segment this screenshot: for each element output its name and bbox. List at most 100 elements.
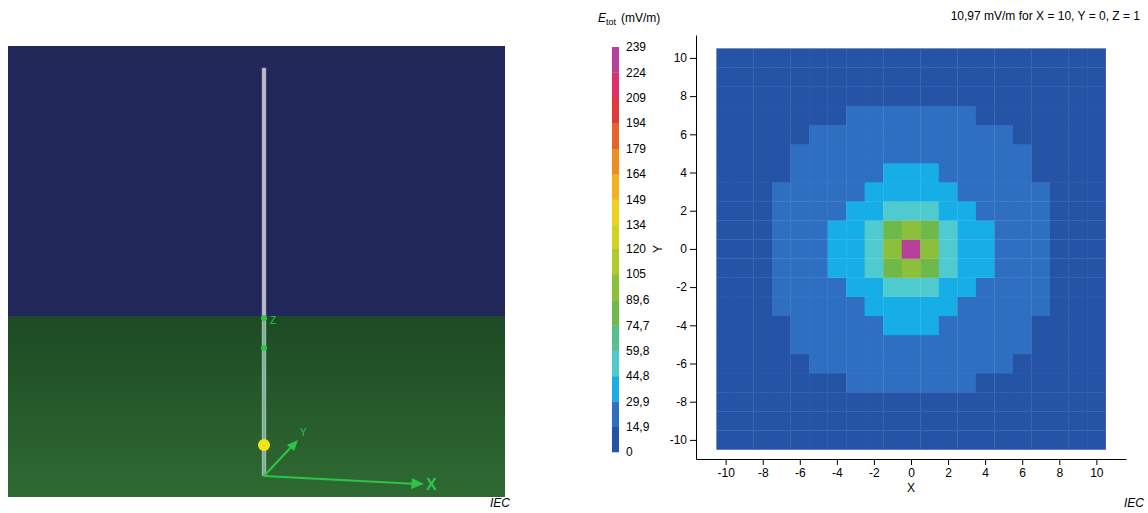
heatmap-cell [883, 163, 902, 182]
heatmap-cell [920, 354, 939, 373]
y-axis-title: Y [651, 245, 665, 253]
tick: -2 [676, 280, 696, 294]
heatmap-cell [791, 258, 810, 277]
heatmap-cell [846, 258, 865, 277]
colorbar-tick-label: 179 [626, 142, 646, 156]
heatmap-cell [865, 354, 884, 373]
colorbar-tick-label: 105 [626, 267, 646, 281]
heatmap-cell [1031, 106, 1050, 125]
heatmap-cell [976, 354, 995, 373]
heatmap-cell [1087, 430, 1106, 449]
heatmap-cell [828, 67, 847, 86]
heatmap-cell [865, 335, 884, 354]
heatmap-cell [865, 392, 884, 411]
heatmap-cell [883, 201, 902, 220]
heatmap-cell [957, 144, 976, 163]
heatmap-cell [846, 373, 865, 392]
heatmap-cell [865, 106, 884, 125]
heatmap-cell [791, 163, 810, 182]
heatmap-cell [809, 220, 828, 239]
colorbar-tick-label: 89,6 [626, 293, 650, 307]
heatmap-cell [809, 373, 828, 392]
heatmap-cell [939, 278, 958, 297]
heatmap-cell [902, 297, 921, 316]
colorbar-band [612, 200, 619, 226]
heatmap-cell [716, 430, 735, 449]
heatmap-cell [735, 297, 754, 316]
tick: -6 [676, 357, 696, 371]
heatmap-cell [865, 182, 884, 201]
colorbar-band [612, 300, 619, 326]
heatmap-cell [976, 163, 995, 182]
tick: -8 [758, 459, 769, 480]
heatmap-cell [828, 106, 847, 125]
heatmap-cell [883, 239, 902, 258]
heatmap-cell [772, 411, 791, 430]
heatmap-cell [735, 411, 754, 430]
heatmap-cell [1031, 48, 1050, 67]
heatmap-cell [846, 335, 865, 354]
heatmap-cell [772, 67, 791, 86]
heatmap-cell [791, 392, 810, 411]
heatmap-cell [846, 354, 865, 373]
tick-mark [1022, 459, 1023, 465]
heatmap-cell [1087, 335, 1106, 354]
tick: -4 [676, 319, 696, 333]
heatmap-cell [920, 258, 939, 277]
colorbar-tick-label: 59,8 [626, 344, 650, 358]
heatmap-cell [902, 354, 921, 373]
heatmap-cell [791, 316, 810, 335]
heatmap-cell [920, 373, 939, 392]
heatmap-cell [735, 239, 754, 258]
heatmap-cell [994, 411, 1013, 430]
heatmap-cell [1050, 316, 1069, 335]
heatmap-cell [1050, 297, 1069, 316]
heatmap-cell [828, 316, 847, 335]
tick: 8 [680, 89, 696, 103]
heatmap-cell [883, 278, 902, 297]
heatmap-cell [809, 354, 828, 373]
heatmap-cell [846, 163, 865, 182]
heatmap-cell [809, 201, 828, 220]
heatmap-cell [791, 373, 810, 392]
heatmap-cell [902, 125, 921, 144]
heatmap-cell [939, 335, 958, 354]
heatmap-cell [865, 430, 884, 449]
scene: XYZIEC [8, 46, 510, 510]
heatmap-cell [735, 163, 754, 182]
heatmap-cell [902, 182, 921, 201]
heatmap-cell [828, 239, 847, 258]
tick-label: -6 [795, 466, 806, 480]
heatmap-cell [883, 392, 902, 411]
heatmap-cell [753, 239, 772, 258]
heatmap-cell [976, 297, 995, 316]
heatmap-cell [828, 163, 847, 182]
heatmap-cell [716, 144, 735, 163]
tick: 10 [1090, 459, 1104, 480]
heatmap-cell [735, 373, 754, 392]
sky [8, 46, 505, 318]
heatmap-cell [1050, 163, 1069, 182]
heatmap-cell [809, 430, 828, 449]
heatmap-cell [994, 239, 1013, 258]
heatmap-cell [994, 67, 1013, 86]
scene-axis-label: X [426, 476, 437, 493]
heatmap-cell [1013, 201, 1032, 220]
heatmap-cell [791, 278, 810, 297]
heatmap-cell [883, 67, 902, 86]
heatmap-cell [828, 354, 847, 373]
heatmap-cell [1031, 430, 1050, 449]
heatmap-cell [791, 239, 810, 258]
heatmap-cell [809, 258, 828, 277]
heatmap-cell [920, 297, 939, 316]
heatmap-cell [716, 48, 735, 67]
heatmap-cell [828, 201, 847, 220]
heatmap-cell [1050, 87, 1069, 106]
tick-label: 10 [1090, 466, 1104, 480]
tick-label: 6 [1019, 466, 1026, 480]
heatmap-cell [828, 297, 847, 316]
heatmap-cell [1069, 430, 1088, 449]
colorbar-title: Etot(mV/m) [598, 11, 660, 27]
tick: 4 [680, 166, 696, 180]
heatmap-cell [1031, 201, 1050, 220]
